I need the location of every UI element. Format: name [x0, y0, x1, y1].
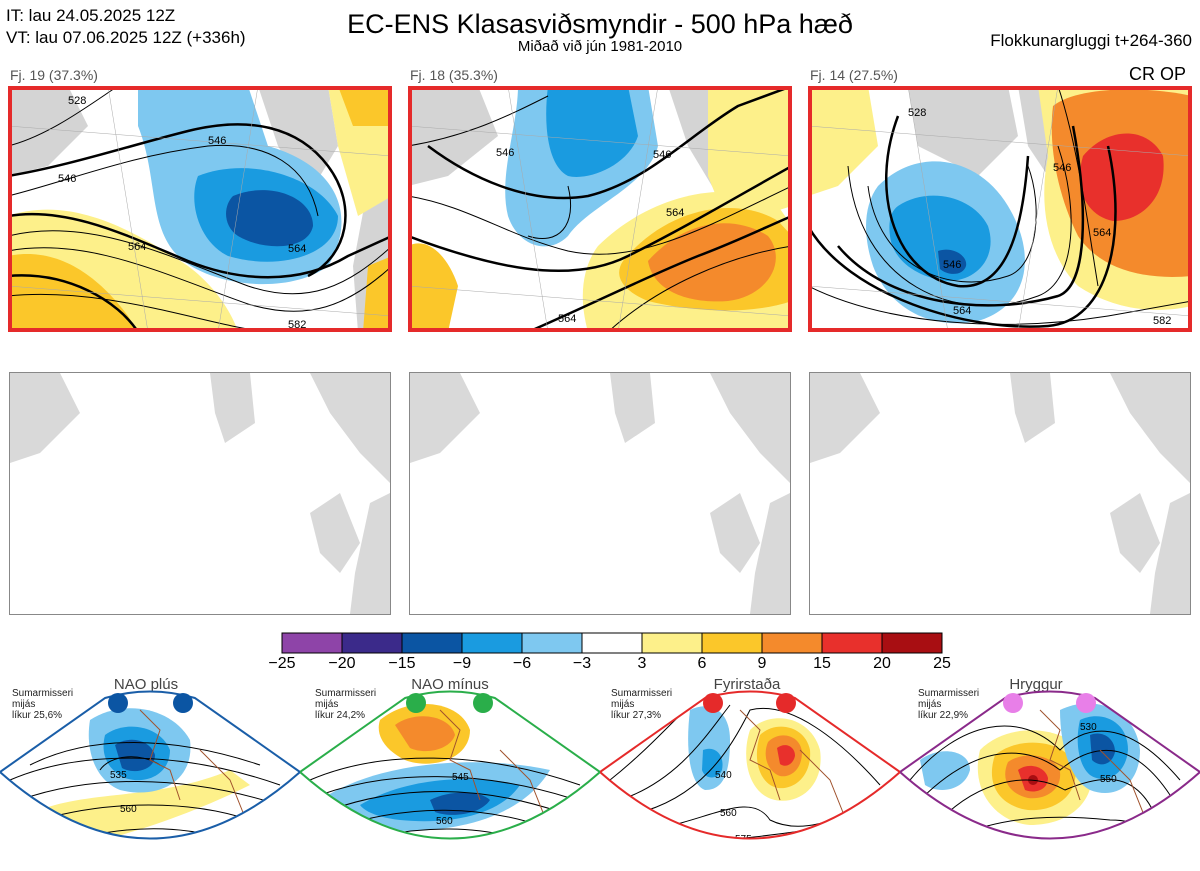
colorbar-tick: 15 — [813, 655, 831, 672]
regime-map-ridge[interactable]: 530 550 575 — [900, 690, 1200, 871]
cluster-label-2: Fj. 18 (35.3%) — [410, 67, 498, 83]
contour-label: 546 — [58, 173, 76, 185]
contour-label: 546 — [208, 135, 226, 147]
contour-label: 530 — [1080, 722, 1097, 733]
contour-label: 564 — [128, 241, 146, 253]
regime-name-4: Hryggur — [1009, 676, 1063, 693]
regime-info-1: Sumarmisseri mijás líkur 25,6% — [12, 688, 74, 721]
regime-dot — [108, 693, 128, 713]
contour-label: 546 — [1053, 162, 1071, 174]
regime-map-nao-minus[interactable]: 545 560 575 — [300, 690, 600, 871]
classification-window: Flokkunargluggi t+264-360 — [990, 31, 1192, 50]
colorbar-tick: 6 — [697, 655, 707, 672]
regime-dot — [1076, 693, 1096, 713]
contour-label: 550 — [1100, 774, 1117, 785]
colorbar-cell — [461, 632, 523, 654]
contour-label: 546 — [653, 149, 671, 161]
contour-label: 575 — [735, 834, 752, 845]
colorbar-tick: −25 — [268, 655, 296, 672]
valid-time: VT: lau 07.06.2025 12Z (+336h) — [6, 28, 246, 47]
regime-dot — [776, 693, 796, 713]
empty-map-1 — [9, 372, 391, 615]
contour-label: 564 — [1093, 227, 1111, 239]
contour-label: 575 — [1090, 838, 1107, 849]
contour-label: 560 — [436, 816, 453, 827]
colorbar-cell — [521, 632, 583, 654]
empty-map-3 — [809, 372, 1191, 615]
colorbar-tick: −3 — [572, 655, 592, 672]
colorbar-tick: 20 — [873, 655, 891, 672]
contour-label: 560 — [720, 808, 737, 819]
colorbar-tick: 25 — [933, 655, 951, 672]
page-title: EC-ENS Klasasviðsmyndir - 500 hPa hæð — [347, 9, 853, 39]
colorbar-cell — [581, 632, 643, 654]
page-subtitle: Miðað við jún 1981-2010 — [517, 38, 683, 55]
regime-dot — [703, 693, 723, 713]
cluster-map-1[interactable]: 528 546 546 564 564 582 — [8, 86, 392, 332]
contour-label: 528 — [68, 95, 86, 107]
colorbar-cell — [401, 632, 463, 654]
contour-label: 535 — [110, 770, 127, 781]
contour-label: 560 — [120, 804, 137, 815]
contour-label: 564 — [288, 243, 306, 255]
contour-label: 582 — [1153, 315, 1171, 327]
init-time: IT: lau 24.05.2025 12Z — [6, 6, 176, 25]
colorbar-cell — [701, 632, 763, 654]
cluster-map-3[interactable]: 528 546 546 564 564 582 — [808, 86, 1192, 332]
cluster-label-3: Fj. 14 (27.5%) — [810, 67, 898, 83]
header-dates: IT: lau 24.05.2025 12Z VT: lau 07.06.202… — [6, 5, 246, 49]
contour-label: 540 — [715, 770, 732, 781]
contour-label: 564 — [953, 305, 971, 317]
contour-label: 564 — [666, 207, 684, 219]
regime-dot — [173, 693, 193, 713]
colorbar-tick: −9 — [452, 655, 472, 672]
colorbar-tick: −20 — [328, 655, 356, 672]
contour-label: 564 — [558, 313, 576, 325]
contour-label: 575 — [447, 850, 464, 861]
colorbar-cell — [821, 632, 883, 654]
regime-info-2: Sumarmisseri mijás líkur 24,2% — [315, 688, 377, 721]
cluster-map-2[interactable]: 546 546 564 564 — [408, 86, 792, 332]
regime-dot — [406, 693, 426, 713]
contour-label: 546 — [496, 147, 514, 159]
colorbar-cell — [761, 632, 823, 654]
colorbar-tick: 3 — [637, 655, 647, 672]
empty-map-2 — [409, 372, 791, 615]
regime-dot — [1003, 693, 1023, 713]
colorbar-cell — [341, 632, 403, 654]
regime-info-4: Sumarmisseri mijás líkur 22,9% — [918, 688, 980, 721]
cr-op-label: CR OP — [1128, 64, 1186, 84]
regime-name-1: NAO plús — [113, 676, 179, 693]
colorbar-cell — [881, 632, 943, 654]
contour-label: 546 — [943, 259, 961, 271]
regime-info-3: Sumarmisseri mijás líkur 27,3% — [611, 688, 673, 721]
colorbar-cell — [281, 632, 343, 654]
colorbar-tick: 9 — [757, 655, 767, 672]
regime-map-blocking[interactable]: 540 560 575 — [600, 690, 900, 871]
regime-map-nao-plus[interactable]: 535 560 — [0, 690, 300, 871]
colorbar-tick: −6 — [512, 655, 532, 672]
cluster-label-1: Fj. 19 (37.3%) — [10, 67, 98, 83]
colorbar-cell — [641, 632, 703, 654]
regime-name-2: NAO mínus — [411, 676, 489, 693]
contour-label: 528 — [908, 107, 926, 119]
contour-label: 545 — [452, 772, 469, 783]
regime-name-3: Fyrirstaða — [713, 676, 781, 693]
colorbar — [281, 632, 943, 654]
regime-dot — [473, 693, 493, 713]
colorbar-tick: −15 — [388, 655, 416, 672]
